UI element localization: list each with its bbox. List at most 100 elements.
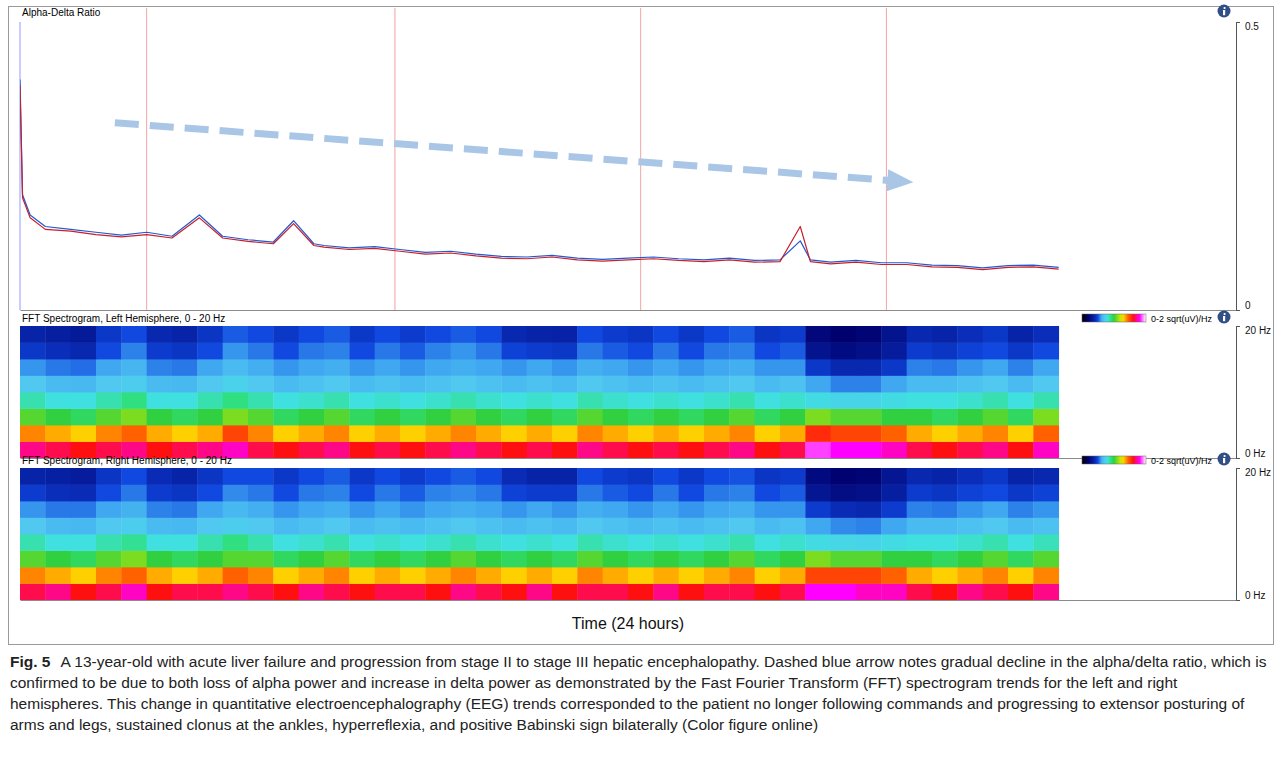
heatmap-cell [172,326,198,343]
heatmap-cell [1033,409,1059,426]
heatmap-cell [957,376,983,393]
heatmap-cell [856,584,882,601]
heatmap-cell [552,425,578,442]
heatmap-cell [197,584,223,601]
heatmap-cell [324,343,350,360]
heatmap-cell [45,343,71,360]
heatmap-cell [121,343,147,360]
heatmap-cell [172,501,198,518]
info-icon-dot [1224,313,1226,315]
heatmap-cell [349,326,375,343]
heatmap-cell [476,584,502,601]
heatmap-cell [147,409,173,426]
heatmap-cell [957,409,983,426]
heatmap-cell [375,326,401,343]
heatmap-cell [96,485,122,502]
heatmap-cell [577,584,603,601]
heatmap-cell [451,343,477,360]
heatmap-cell [729,567,755,584]
heatmap-cell [425,343,451,360]
heatmap-cell [349,359,375,376]
heatmap-cell [375,518,401,535]
heatmap-cell [299,409,325,426]
heatmap-cell [957,343,983,360]
heatmap-cell [476,359,502,376]
heatmap-cell [375,534,401,551]
heatmap-cell [375,468,401,485]
heatmap-cell [96,392,122,409]
heatmap-cell [248,359,274,376]
heatmap-cell [983,376,1009,393]
heatmap-cell [805,392,831,409]
heatmap-cell [780,359,806,376]
heatmap-cell [1033,343,1059,360]
heatmap-cell [451,551,477,568]
heatmap-cell [856,359,882,376]
tick-label: 0 Hz [1245,590,1266,601]
heatmap-cell [248,392,274,409]
heatmap-cell [780,326,806,343]
heatmap-cell [881,425,907,442]
heatmap-cell [1033,326,1059,343]
heatmap-cell [20,534,46,551]
heatmap-cell [831,425,857,442]
heatmap-cell [425,359,451,376]
heatmap-cell [1033,501,1059,518]
plot-left-edge [20,22,21,310]
heatmap-cell [628,468,654,485]
heatmap-cell [451,392,477,409]
heatmap-cell [375,567,401,584]
heatmap-cell [957,425,983,442]
heatmap-cell [983,442,1009,459]
heatmap-cell [299,376,325,393]
heatmap-cell [1008,584,1034,601]
heatmap-cell [476,409,502,426]
heatmap-cell [881,392,907,409]
heatmap-cell [881,409,907,426]
heatmap-cell [223,343,249,360]
heatmap-cell [400,359,426,376]
heatmap-cell [172,468,198,485]
heatmap-cell [375,584,401,601]
heatmap-cell [603,359,629,376]
heatmap-cell [729,468,755,485]
heatmap-cell [805,518,831,535]
heatmap-cell [603,501,629,518]
heatmap-cell [831,518,857,535]
heatmap-cell [476,343,502,360]
heatmap-cell [729,392,755,409]
heatmap-cell [400,485,426,502]
heatmap-cell [704,359,730,376]
heatmap-cell [603,534,629,551]
heatmap-cell [805,343,831,360]
colorbar-label: 0-2 sqrt(uV)/Hz [1151,314,1213,324]
heatmap-cell [273,376,299,393]
heatmap-cell [147,392,173,409]
heatmap-cell [831,468,857,485]
heatmap-cell [451,359,477,376]
heatmap-cell [147,501,173,518]
heatmap-cell [501,326,527,343]
heatmap-cell [957,359,983,376]
heatmap-cell [273,425,299,442]
heatmap-cell [983,392,1009,409]
heatmap-cell [932,359,958,376]
heatmap-cell [957,584,983,601]
heatmap-cell [45,567,71,584]
heatmap-cell [96,409,122,426]
heatmap-cell [172,534,198,551]
heatmap-cell [983,343,1009,360]
heatmap-cell [831,485,857,502]
heatmap-cell [121,468,147,485]
heatmap-cell [552,501,578,518]
heatmap-cell [425,409,451,426]
heatmap-cell [476,376,502,393]
heatmap-cell [400,343,426,360]
heatmap-cell [983,534,1009,551]
heatmap-cell [780,376,806,393]
heatmap-cell [805,376,831,393]
heatmap-cell [780,501,806,518]
heatmap-cell [375,376,401,393]
heatmap-cell [223,501,249,518]
heatmap-cell [96,501,122,518]
